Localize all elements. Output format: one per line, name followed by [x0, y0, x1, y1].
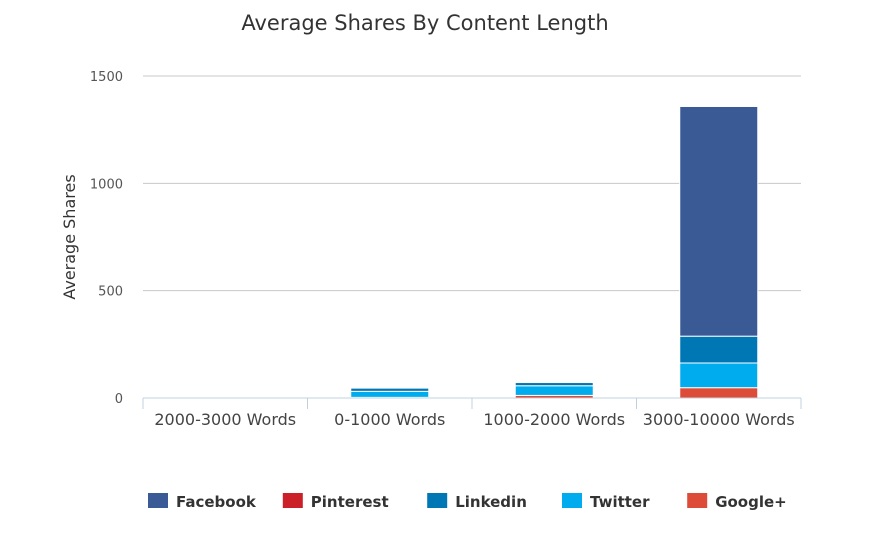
x-tick-label: 1000-2000 Words [483, 410, 625, 429]
legend-label-google: Google+ [715, 493, 787, 511]
bar-segment-twitter [350, 390, 430, 398]
bar-segment-facebook [679, 105, 759, 337]
legend-label-twitter: Twitter [590, 493, 650, 511]
legend-swatch-twitter [562, 493, 582, 508]
y-tick-label: 500 [98, 285, 123, 300]
x-tick-label: 3000-10000 Words [643, 410, 795, 429]
y-tick-label: 1500 [90, 70, 123, 85]
x-tick-label: 2000-3000 Words [154, 410, 296, 429]
y-tick-label: 1000 [90, 177, 123, 192]
legend-swatch-facebook [148, 493, 168, 508]
legend: Facebook Pinterest Linkedin Twitter Google+ [148, 493, 787, 511]
bar-segment-linkedin [679, 335, 759, 364]
legend-label-pinterest: Pinterest [311, 493, 389, 511]
bar-segment-linkedin [350, 387, 430, 392]
chart-title: Average Shares By Content Length [241, 11, 608, 35]
y-tick-label: 0 [115, 392, 123, 407]
bar-segment-google [679, 387, 759, 399]
y-axis-label: Average Shares [60, 174, 79, 299]
bar-segment-linkedin [514, 382, 594, 387]
x-tick-label: 0-1000 Words [334, 410, 445, 429]
legend-label-linkedin: Linkedin [455, 493, 527, 511]
bars [350, 105, 759, 399]
legend-swatch-linkedin [427, 493, 448, 508]
bar-segment-twitter [679, 362, 759, 389]
legend-swatch-pinterest [282, 493, 303, 508]
legend-swatch-google [687, 493, 708, 508]
x-axis: 2000-3000 Words 0-1000 Words 1000-2000 Wor… [142, 397, 802, 429]
bar-segment-twitter [514, 385, 594, 396]
legend-label-facebook: Facebook [176, 493, 257, 511]
y-axis-ticks: 0 500 1000 1500 [90, 70, 123, 407]
